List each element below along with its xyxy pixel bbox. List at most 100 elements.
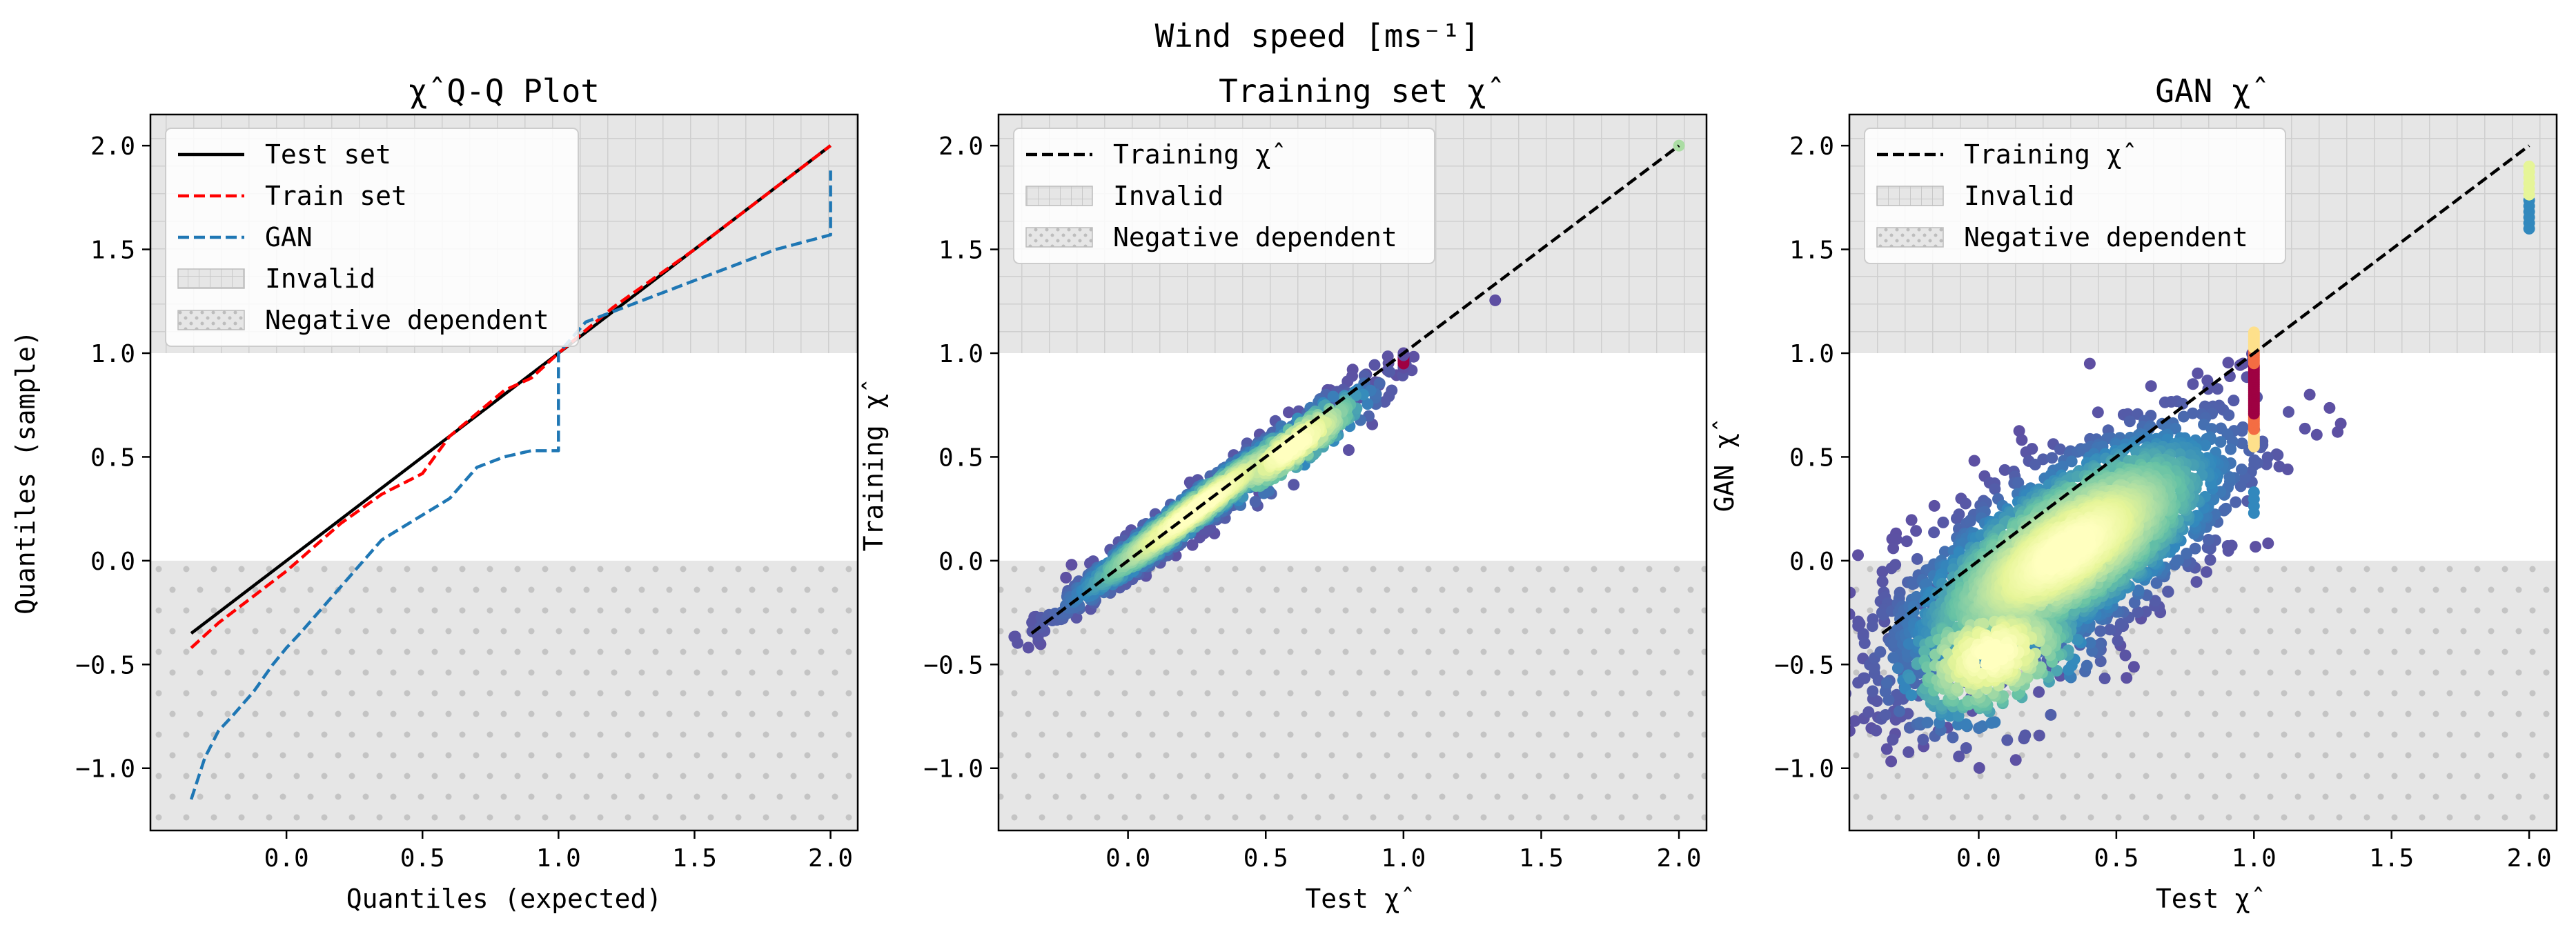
scatter-point [2016, 434, 2028, 446]
negative-dependent-region [150, 560, 858, 830]
scatter-point [2026, 443, 2038, 455]
scatter-point [2123, 415, 2136, 428]
scatter-point [1968, 455, 1980, 467]
scatter-point [2065, 455, 2078, 468]
scatter-point [1891, 662, 1904, 675]
scatter-point [1866, 620, 1878, 633]
scatter-point [1849, 725, 1856, 737]
scatter-point [1373, 377, 1386, 390]
scatter-point [1959, 497, 1972, 510]
scatter-point [1879, 709, 1891, 721]
scatter-point [1368, 359, 1381, 371]
legend-label: Test set [265, 139, 391, 170]
scatter-point [1836, 775, 1848, 787]
scatter-point [2262, 537, 2274, 550]
scatter-point [1905, 689, 1918, 702]
scatter-point [1858, 672, 1871, 684]
x-tick-label: 2.0 [808, 844, 853, 873]
scatter-point [1673, 139, 1685, 152]
scatter-point [1764, 679, 1776, 690]
scatter-point [1876, 575, 1889, 588]
scatter-point [1489, 294, 1502, 306]
scatter-point [1902, 638, 1915, 650]
scatter-point [2190, 576, 2203, 588]
y-tick-label: 1.5 [938, 237, 983, 265]
scatter-point [1976, 720, 1989, 733]
scatter-point [1822, 733, 1834, 744]
scatter-point [2132, 606, 2144, 618]
scatter-point [1947, 731, 1959, 744]
x-tick-label: 0.0 [264, 844, 309, 873]
scatter-point [1885, 755, 1898, 768]
scatter-point [2204, 554, 2216, 566]
scatter-point [2171, 555, 2183, 567]
scatter-point [1852, 549, 1864, 561]
axes-frame [149, 113, 859, 832]
scatter-point [1249, 495, 1261, 508]
y-axis-label: Quantiles (sample) [10, 330, 41, 615]
scatter-point [2083, 357, 2096, 370]
scatter-point [1911, 553, 1923, 565]
scatter-point [2132, 584, 2145, 597]
scatter-point [1862, 706, 1875, 718]
scatter-point [1960, 742, 1972, 754]
scatter-point [1889, 559, 1902, 571]
y-tick-label: 0.5 [938, 444, 983, 472]
scatter-point [2009, 754, 2022, 766]
scatter-point [1928, 499, 1940, 512]
scatter-point [2236, 464, 2248, 475]
scatter-point [1989, 716, 2001, 728]
scatter-point [1917, 733, 1929, 746]
scatter-point [1186, 539, 1199, 551]
scatter-point [1910, 590, 1923, 603]
x-tick-label: 1.0 [1381, 844, 1426, 873]
scatter-point [2127, 661, 2140, 673]
x-tick-label: 2.0 [1657, 844, 1702, 873]
scatter-point [2223, 409, 2235, 421]
scatter-point [2150, 577, 2163, 589]
scatter-point [2236, 437, 2248, 450]
scatter-point [2248, 454, 2261, 466]
scatter-point [2181, 548, 2193, 559]
chart-title: χ̂ Q-Q Plot [409, 72, 600, 110]
scatter-point [2170, 422, 2182, 435]
scatter-point [2310, 428, 2323, 441]
scatter-point [2054, 443, 2066, 455]
legend-box [1013, 128, 1435, 264]
scatter-point [2189, 542, 2201, 555]
scatter-point [2012, 477, 2025, 489]
scatter-point [1880, 677, 1893, 689]
scatter-point [1070, 612, 1083, 624]
scatter-point [1887, 652, 1900, 664]
scatter-point [1876, 566, 1889, 578]
plot-content [1008, 139, 1685, 654]
scatter-point [1890, 533, 1902, 546]
scatter-point [2114, 617, 2127, 630]
figure-suptitle: Wind speed [ms⁻¹] [1155, 17, 1480, 54]
y-tick-label: 0.0 [90, 548, 135, 576]
scatter-point [2303, 388, 2316, 401]
scatter-point [1973, 762, 1985, 774]
scatter-point [2192, 367, 2204, 379]
legend-swatch-invalid [177, 268, 245, 289]
scatter-point [1288, 479, 1300, 491]
scatter-point [2222, 357, 2234, 369]
legend-swatch-negative [177, 310, 245, 330]
scatter-point [2112, 635, 2124, 647]
scatter-point [2273, 460, 2285, 472]
scatter-point [1951, 513, 1963, 525]
legend-label: Invalid [265, 263, 375, 294]
scatter-point [2046, 452, 2058, 464]
training-scatter-panel: 0.0 0.5 1.0 1.5 2.0−1.0−0.50.00.51.01.52.0Tr… [858, 72, 1708, 914]
scatter-point [2162, 586, 2174, 597]
scatter-point [2119, 649, 2132, 662]
scatter-point [2029, 459, 2041, 470]
legend-label: Train set [265, 181, 407, 211]
scatter-point [2228, 395, 2240, 407]
scatter-point [2019, 729, 2032, 742]
scatter-point [1938, 546, 1951, 558]
scatter-point [1874, 646, 1887, 658]
scatter-point [1384, 366, 1396, 378]
axes-frame [997, 113, 1708, 832]
